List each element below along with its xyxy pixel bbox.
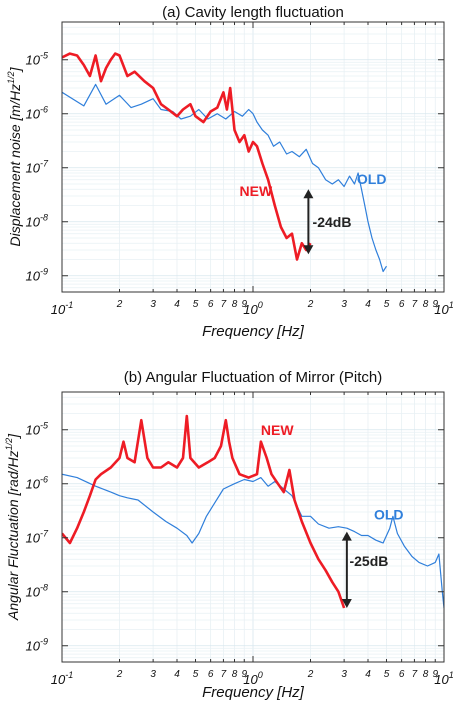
y-tick-label: 10-5 xyxy=(26,51,49,68)
chart-title: (a) Cavity length fluctuation xyxy=(162,4,344,21)
x-tick-label: 4 xyxy=(174,299,180,310)
arrow-head-down xyxy=(303,245,314,255)
y-tick-label: 10-9 xyxy=(26,267,48,284)
x-tick-label: 8 xyxy=(423,299,429,310)
grid xyxy=(61,21,444,293)
x-tick-label: 3 xyxy=(341,669,347,680)
y-axis-label: Angular Fluctuation [rad/Hz1/2] xyxy=(4,433,21,621)
x-tick-label: 10-1 xyxy=(51,670,73,687)
x-axis-label: Frequency [Hz] xyxy=(202,323,305,340)
annotation-new: NEW xyxy=(261,422,294,438)
annotation-new: NEW xyxy=(240,183,273,199)
y-tick-label: 10-6 xyxy=(26,475,48,492)
x-tick-label: 3 xyxy=(341,299,347,310)
x-tick-label: 5 xyxy=(193,669,199,680)
x-tick-label: 3 xyxy=(150,299,156,310)
x-tick-label: 8 xyxy=(232,299,238,310)
series-line-new xyxy=(62,414,346,609)
x-tick-label: 100 xyxy=(243,670,262,687)
x-tick-label: 10-1 xyxy=(51,300,73,317)
y-tick-label: 10-7 xyxy=(26,529,49,546)
x-tick-label: 101 xyxy=(434,300,453,317)
annotation-25db: -25dB xyxy=(349,553,388,569)
x-tick-label: 4 xyxy=(365,299,371,310)
y-tick-label: 10-7 xyxy=(26,159,49,176)
grid xyxy=(61,391,444,663)
x-tick-label: 8 xyxy=(232,669,238,680)
y-tick-label: 10-5 xyxy=(26,421,49,438)
series-line-old xyxy=(62,83,388,273)
annotation-old: OLD xyxy=(357,171,387,187)
x-tick-label: 6 xyxy=(399,299,405,310)
y-axis-label: Displacement noise [m/Hz1/2] xyxy=(6,66,23,246)
x-tick-label: 9 xyxy=(241,669,247,680)
arrow-head-down xyxy=(341,599,352,608)
x-tick-label: 7 xyxy=(412,299,418,310)
x-tick-label: 7 xyxy=(221,669,227,680)
x-tick-label: 5 xyxy=(384,299,390,310)
x-tick-label: 101 xyxy=(434,670,453,687)
series-line-old xyxy=(62,473,444,609)
x-tick-label: 8 xyxy=(423,669,429,680)
x-tick-label: 2 xyxy=(116,669,123,680)
x-tick-label: 2 xyxy=(307,669,314,680)
x-tick-label: 9 xyxy=(432,299,438,310)
x-tick-label: 3 xyxy=(150,669,156,680)
arrow-head-up xyxy=(341,531,352,541)
chart-title: (b) Angular Fluctuation of Mirror (Pitch… xyxy=(124,369,382,386)
x-tick-label: 5 xyxy=(384,669,390,680)
x-tick-label: 9 xyxy=(432,669,438,680)
series-line-new xyxy=(62,52,312,261)
y-tick-label: 10-8 xyxy=(26,583,48,600)
x-tick-label: 7 xyxy=(221,299,227,310)
x-tick-label: 100 xyxy=(243,300,262,317)
x-tick-label: 4 xyxy=(174,669,180,680)
y-tick-label: 10-9 xyxy=(26,637,48,654)
x-tick-label: 6 xyxy=(208,669,214,680)
x-tick-label: 5 xyxy=(193,299,199,310)
x-tick-label: 2 xyxy=(307,299,314,310)
y-tick-label: 10-6 xyxy=(26,105,48,122)
x-tick-label: 9 xyxy=(241,299,247,310)
x-axis-label: Frequency [Hz] xyxy=(202,684,305,701)
x-tick-label: 2 xyxy=(116,299,123,310)
annotation-old: OLD xyxy=(374,506,404,522)
annotation-24db: -24dB xyxy=(313,214,352,230)
x-tick-label: 6 xyxy=(208,299,214,310)
y-tick-label: 10-8 xyxy=(26,213,48,230)
x-tick-label: 7 xyxy=(412,669,418,680)
x-tick-label: 4 xyxy=(365,669,371,680)
arrow-head-up xyxy=(303,189,314,199)
x-tick-label: 6 xyxy=(399,669,405,680)
